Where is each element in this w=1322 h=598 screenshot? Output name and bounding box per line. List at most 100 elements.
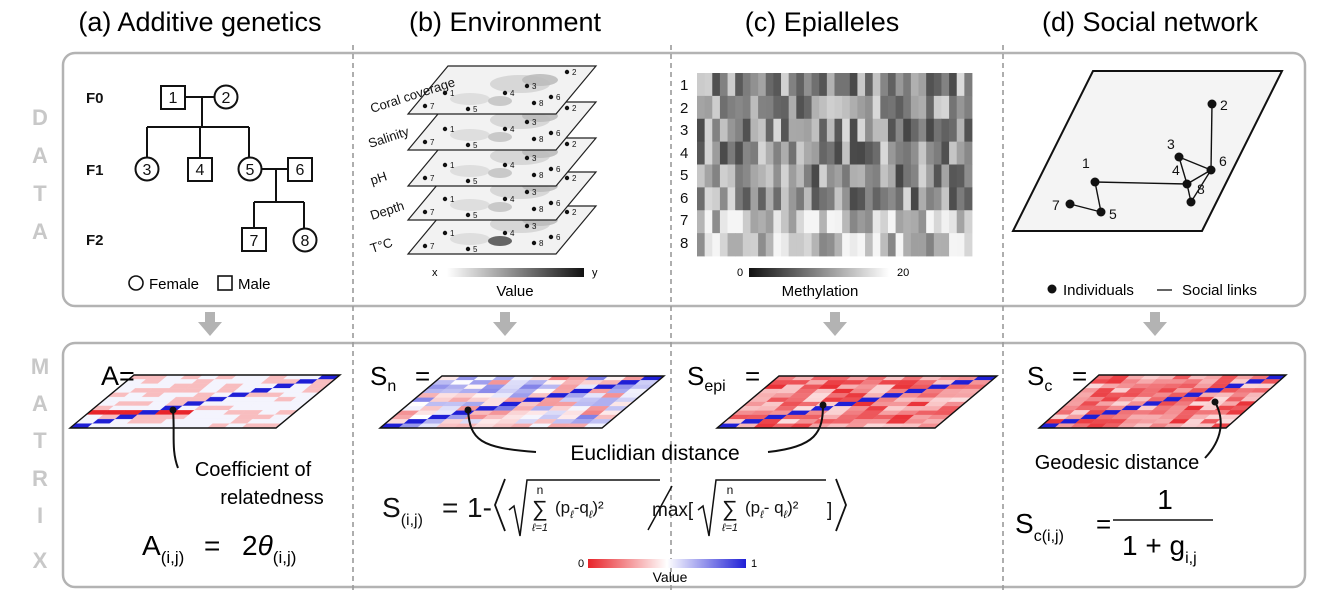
heatmap-cell [704, 187, 713, 211]
matrix-a-label: A= [101, 361, 135, 391]
heatmap-cell [704, 164, 713, 188]
formula-a-theta: θ [258, 530, 273, 561]
env-point [564, 69, 570, 75]
formula-b-divider [647, 485, 673, 531]
heatmap-cell [697, 210, 706, 234]
env-point [502, 162, 508, 168]
social-node [1186, 197, 1196, 207]
heatmap-cell [742, 118, 751, 143]
env-point-label: 6 [556, 199, 561, 208]
heatmap-cell [964, 164, 973, 188]
heatmap-cell [697, 233, 706, 257]
heatmap-cell [887, 210, 897, 234]
pedigree-label: 4 [196, 162, 205, 179]
social-node-label: 8 [1197, 181, 1205, 197]
social-node-labels: 1 2 3 4 5 6 7 8 [1052, 97, 1228, 222]
heatmap-cell [834, 118, 843, 143]
heatmap-cell [826, 118, 835, 143]
heatmap-cell [704, 233, 713, 257]
heatmap-cell [819, 210, 828, 234]
svg-text:2θ(i,j): 2θ(i,j) [242, 530, 296, 567]
heatmap-cell [956, 233, 965, 257]
env-point [524, 119, 530, 125]
heatmap-cell [887, 164, 897, 188]
heatmap-cell [964, 210, 973, 234]
heatmap-cell [796, 210, 805, 234]
heatmap-cell [918, 118, 927, 143]
heatmap-cell [781, 210, 790, 234]
env-point-label: 3 [532, 118, 537, 127]
heatmap-cell [811, 118, 820, 143]
env-point [465, 178, 471, 184]
env-point-label: 1 [450, 161, 455, 170]
heatmap-cell [933, 187, 942, 211]
heatmap-cell [712, 118, 721, 143]
epi-row-label: 8 [680, 235, 688, 252]
heatmap-cell [941, 95, 950, 120]
svg-text:1 + gi,j: 1 + gi,j [1122, 530, 1197, 567]
env-point-label: 2 [572, 104, 577, 113]
env-point [548, 200, 554, 206]
heatmap-cell [788, 118, 797, 143]
heatmap-cell [750, 210, 759, 234]
heatmap-cell [796, 118, 805, 143]
heatmap-cell [918, 210, 927, 234]
formula-b-max: max[ [652, 500, 694, 521]
meth-colorbar: 0 20 Methylation [737, 267, 909, 300]
heatmap-cell [842, 118, 851, 143]
panel-title-c: (c) Epialleles [745, 7, 900, 37]
heatmap-cell [887, 118, 897, 143]
heatmap-cell [849, 141, 858, 165]
heatmap-cell [834, 141, 843, 165]
pedigree-female-5 [237, 156, 263, 182]
heatmap-cell [941, 141, 950, 165]
heatmap-cell [811, 210, 820, 234]
matrix-c-sub: epi [704, 378, 725, 395]
heatmap-cell [758, 210, 767, 234]
heatmap-cell [895, 95, 904, 120]
heatmap-cell [956, 141, 965, 165]
matrix-b-label: Sn [370, 361, 396, 395]
env-point [564, 209, 570, 215]
social-node [1090, 177, 1100, 187]
matrix-c-symbol: S [687, 361, 704, 391]
heatmap-cell [781, 233, 790, 257]
env-point [564, 141, 570, 147]
heatmap-cell [964, 73, 973, 97]
generation-labels: F0 F1 F2 [86, 90, 104, 249]
epi-row-labels: 1 2 3 4 5 6 7 8 [680, 77, 688, 252]
callout-lines [172, 401, 1222, 469]
heatmap-cell [880, 118, 889, 143]
heatmap-cell [903, 73, 912, 97]
heatmap-cell [895, 210, 904, 234]
social-node-label: 4 [1172, 162, 1180, 178]
panel-separators [352, 45, 1004, 594]
social-node [1182, 179, 1192, 189]
env-colorbar-gradient [447, 268, 584, 277]
heatmap-cell [903, 118, 912, 143]
heatmap-cell [949, 210, 958, 234]
formula-d-denominator: 1 + g [1122, 530, 1185, 561]
heatmap-cell [719, 233, 728, 257]
individuals-legend-icon [1047, 284, 1057, 294]
env-point-label: 6 [556, 93, 561, 102]
heatmap-cell [735, 95, 744, 120]
heatmap-cell [781, 164, 790, 188]
env-point-label: 5 [473, 211, 478, 220]
heatmap-cell [956, 187, 965, 211]
heatmap-cell [903, 164, 912, 188]
heatmap-cell [865, 141, 874, 165]
heatmap-cell [773, 73, 782, 97]
social-node-label: 6 [1219, 153, 1227, 169]
heatmap-cell [819, 164, 828, 188]
heatmap-cell [880, 210, 889, 234]
heatmap-cell [758, 187, 767, 211]
env-point-label: 4 [510, 161, 515, 170]
heatmap-cell [796, 233, 805, 257]
heatmap-cell [941, 210, 950, 234]
heatmap-cell [758, 73, 767, 97]
formula-d: Sc(i,j) = 1 1 + gi,j [1015, 484, 1213, 567]
heatmap-cell [750, 187, 759, 211]
env-point [524, 223, 530, 229]
heatmap-cell [964, 118, 973, 143]
